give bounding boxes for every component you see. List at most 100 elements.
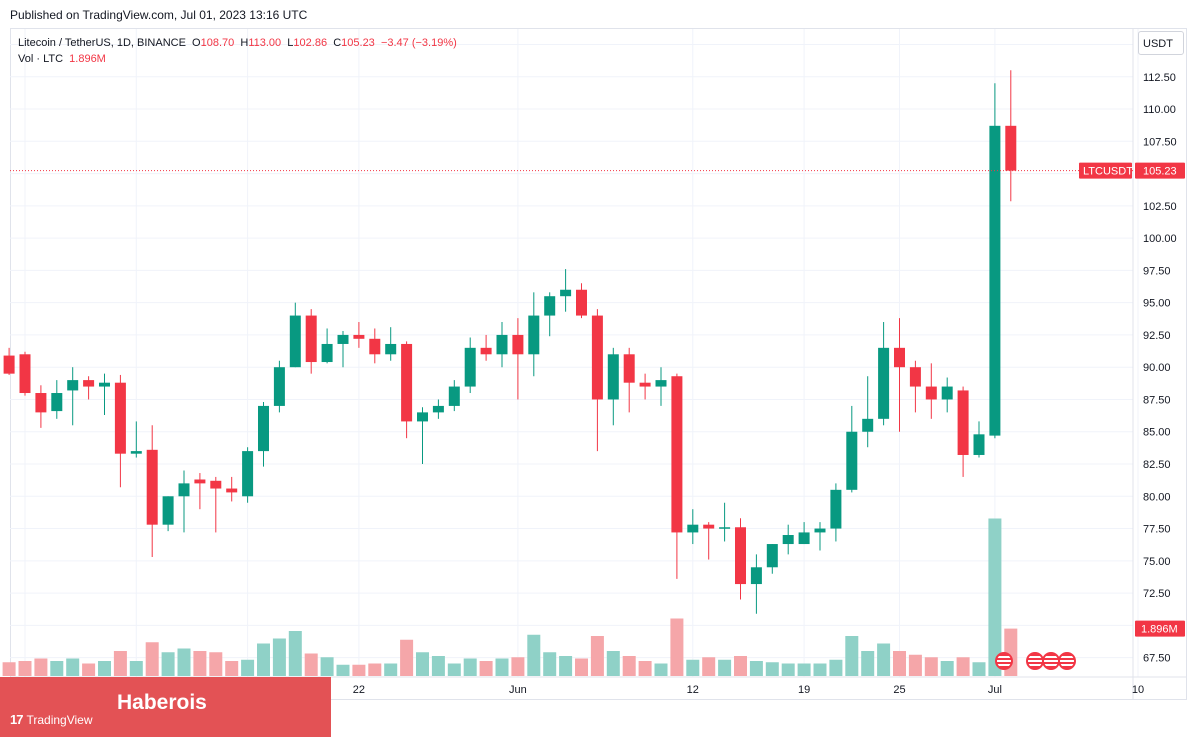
- x-tick-label: 10: [1132, 684, 1144, 696]
- volume-bar: [511, 657, 525, 676]
- y-tick-label: 75.00: [1143, 556, 1171, 568]
- candle-body: [464, 347, 476, 387]
- candle-body: [432, 405, 444, 413]
- candle: [766, 544, 778, 574]
- candle-body: [830, 489, 842, 529]
- haberois-banner: Haberois: [0, 677, 331, 737]
- volume-bar: [288, 631, 302, 676]
- volume-bar: [527, 634, 541, 676]
- high-label: H: [240, 37, 249, 49]
- candle-body: [735, 527, 746, 585]
- volume-bar: [129, 661, 143, 676]
- candle-body: [671, 376, 683, 533]
- candle: [417, 407, 428, 465]
- volume-value: 1.896M: [69, 53, 106, 65]
- candle: [337, 331, 349, 368]
- candle: [703, 522, 715, 560]
- candle: [782, 524, 794, 555]
- volume-bar: [749, 661, 763, 676]
- volume-bar: [575, 658, 588, 676]
- candle-body: [560, 289, 572, 297]
- volume-bar: [145, 642, 159, 676]
- candle-body: [703, 524, 715, 529]
- open-value: 108.70: [200, 37, 235, 49]
- y-tick-label: 85.00: [1143, 427, 1171, 439]
- us-flag-icon[interactable]: [995, 652, 1013, 670]
- us-flag-icon[interactable]: [1058, 652, 1076, 670]
- tradingview-logo[interactable]: 17 TradingView: [10, 712, 93, 727]
- candle-body: [576, 289, 587, 316]
- candle: [273, 360, 285, 413]
- candle-body: [385, 343, 397, 355]
- candle-body: [846, 431, 858, 490]
- volume-bar: [18, 661, 32, 676]
- price-tag: 105.23: [1135, 162, 1185, 179]
- y-tick-label: 87.50: [1143, 394, 1171, 406]
- volume-tag-text: 1.896M: [1141, 624, 1178, 636]
- low-label: L: [287, 37, 294, 49]
- currency-button[interactable]: USDT: [1138, 31, 1184, 55]
- y-tick-label: 67.50: [1143, 653, 1171, 665]
- candle: [623, 347, 635, 413]
- volume-bar: [66, 658, 80, 676]
- y-tick-label: 92.50: [1143, 330, 1171, 342]
- candle: [210, 476, 222, 533]
- candle: [194, 473, 206, 510]
- candle: [3, 347, 15, 375]
- price-tag-symbol-text: LTCUSDT: [1083, 166, 1133, 178]
- candle-body: [591, 315, 603, 400]
- candle: [925, 363, 937, 419]
- volume-bar: [940, 661, 954, 676]
- candle-body: [321, 343, 333, 363]
- candle: [83, 376, 95, 400]
- candle: [130, 421, 142, 458]
- volume-bars: [2, 518, 1018, 676]
- candle: [735, 518, 746, 600]
- candle-body: [114, 382, 126, 454]
- low-value: 102.86: [293, 37, 328, 49]
- volume-bar: [765, 662, 779, 676]
- candle: [591, 309, 603, 452]
- y-tick-label: 102.50: [1143, 201, 1177, 213]
- published-caption: Published on TradingView.com, Jul 01, 20…: [10, 8, 308, 22]
- y-tick-label: 95.00: [1143, 298, 1171, 310]
- volume-bar: [924, 657, 938, 676]
- banner-text: Haberois: [117, 691, 207, 714]
- volume-bar: [956, 657, 970, 676]
- x-tick-label: 25: [893, 684, 905, 696]
- symbol-label[interactable]: Litecoin / TetherUS, 1D, BINANCE: [18, 37, 186, 49]
- volume-bar: [559, 656, 573, 676]
- volume-bar: [193, 651, 207, 676]
- volume-bar: [447, 663, 461, 676]
- volume-bar: [495, 658, 509, 676]
- candle: [353, 322, 365, 348]
- volume-bar: [384, 663, 398, 676]
- grid-lines: [10, 29, 1139, 677]
- y-tick-label: 80.00: [1143, 491, 1171, 503]
- volume-bar: [98, 661, 111, 676]
- volume-bar: [416, 652, 429, 676]
- candle: [35, 385, 47, 428]
- candle: [973, 421, 985, 458]
- volume-row: Vol · LTC 1.896M: [18, 51, 457, 67]
- candle: [305, 309, 317, 374]
- volume-bar: [829, 659, 843, 676]
- candle-body: [496, 334, 508, 355]
- volume-bar: [320, 657, 334, 676]
- candle: [560, 269, 572, 312]
- candle: [448, 380, 460, 412]
- volume-bar: [813, 663, 827, 676]
- candle: [639, 373, 651, 400]
- candle-body: [305, 315, 317, 363]
- tradingview-logo-text: TradingView: [26, 712, 93, 727]
- volume-bar: [113, 651, 127, 676]
- candle: [321, 328, 333, 364]
- candle-body: [878, 347, 890, 419]
- candle: [576, 283, 587, 319]
- volume-bar: [2, 662, 16, 676]
- tradingview-logo-icon: 17: [10, 712, 24, 727]
- candle-body: [814, 528, 826, 533]
- volume-label[interactable]: Vol · LTC: [18, 53, 64, 65]
- candle-body: [210, 480, 222, 489]
